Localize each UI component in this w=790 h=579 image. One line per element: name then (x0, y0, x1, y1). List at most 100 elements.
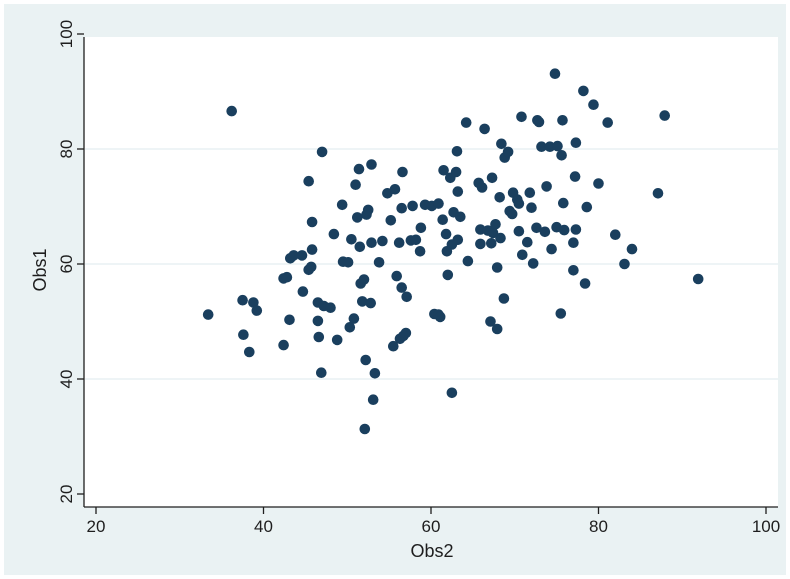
data-point (460, 117, 472, 128)
data-point (452, 186, 464, 197)
data-points (202, 68, 704, 435)
data-point (328, 228, 340, 240)
data-point (353, 163, 365, 175)
x-axis-title: Obs2 (410, 541, 453, 561)
data-point (588, 99, 599, 110)
data-point (237, 294, 248, 306)
data-point (400, 327, 412, 339)
data-point (397, 166, 408, 178)
data-point (244, 346, 255, 358)
data-point (475, 238, 486, 250)
data-point (238, 329, 249, 341)
plot-area (84, 37, 778, 507)
data-point (348, 313, 360, 324)
data-point (652, 188, 664, 199)
data-point (396, 202, 408, 214)
data-point (446, 387, 458, 399)
data-point (610, 229, 621, 240)
y-axis-ticks: 20 40 60 80 100 (57, 20, 84, 504)
data-point (365, 297, 377, 309)
data-point (462, 255, 474, 267)
data-point (410, 234, 422, 246)
data-point (352, 212, 363, 223)
y-tick-label: 40 (57, 370, 76, 389)
data-point (569, 171, 581, 182)
data-point (362, 204, 374, 216)
data-point (531, 222, 542, 234)
data-point (522, 236, 533, 248)
data-point (331, 334, 343, 346)
data-point (549, 68, 561, 79)
data-point (367, 394, 379, 406)
data-point (442, 269, 454, 281)
x-axis-ticks: 20 40 60 80 100 (87, 507, 780, 536)
data-point (570, 137, 582, 148)
data-point (498, 293, 510, 304)
y-axis-title: Obs1 (30, 248, 50, 291)
data-point (366, 159, 377, 170)
data-point (479, 123, 490, 135)
y-tick-label: 80 (57, 140, 76, 159)
data-point (491, 323, 503, 335)
data-point (414, 246, 426, 257)
data-point (202, 309, 214, 320)
x-tick-label: 60 (422, 517, 441, 536)
data-point (539, 226, 551, 238)
data-point (251, 305, 263, 316)
data-point (407, 200, 418, 212)
data-point (284, 314, 295, 326)
data-point (366, 237, 377, 248)
data-point (568, 237, 579, 248)
data-point (491, 262, 503, 273)
data-point (377, 235, 388, 247)
data-point (396, 282, 408, 293)
data-point (536, 141, 547, 152)
data-point (312, 315, 324, 327)
data-point (513, 225, 525, 237)
data-point (557, 115, 568, 126)
data-point (450, 166, 462, 178)
data-point (288, 250, 300, 261)
data-point (358, 274, 370, 285)
data-point (692, 273, 704, 285)
data-point (305, 261, 317, 273)
x-tick-label: 80 (589, 517, 608, 536)
data-point (415, 222, 427, 234)
data-point (296, 250, 308, 261)
data-point (226, 105, 237, 117)
data-point (476, 182, 488, 193)
data-point (496, 138, 507, 150)
data-point (593, 178, 604, 189)
data-point (494, 192, 506, 203)
data-point (389, 184, 401, 195)
data-point (452, 234, 464, 246)
data-point (391, 270, 403, 282)
data-point (602, 117, 613, 128)
data-point (502, 146, 514, 158)
data-point (513, 198, 525, 209)
data-point (438, 165, 449, 176)
data-point (552, 140, 563, 152)
data-point (527, 258, 539, 269)
data-point (570, 224, 582, 235)
data-point (434, 311, 446, 323)
y-tick-label: 100 (57, 20, 76, 48)
data-point (313, 331, 325, 343)
data-point (357, 296, 368, 307)
data-point (451, 146, 463, 157)
data-point (325, 302, 336, 314)
data-point (506, 208, 518, 220)
data-point (541, 181, 552, 192)
data-point (485, 316, 496, 327)
data-point (486, 172, 498, 184)
data-point (455, 211, 466, 223)
data-point (369, 368, 381, 379)
y-tick-label: 20 (57, 485, 76, 504)
data-point (490, 219, 501, 230)
data-point (359, 423, 371, 435)
grid-lines (85, 148, 778, 380)
data-point (516, 111, 527, 123)
data-point (495, 232, 506, 244)
data-point (578, 85, 589, 97)
data-point (558, 197, 569, 209)
